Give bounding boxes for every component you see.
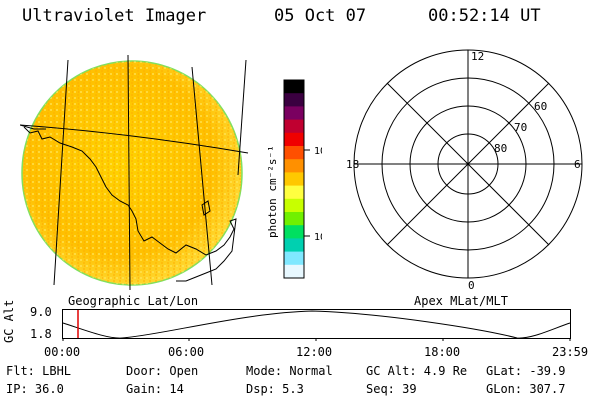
orbit-xtick-0: 00:00 [44,345,81,359]
colorbar-segment [284,106,304,121]
colorbar-segment [284,251,304,266]
orbit-altitude-curve [62,310,571,339]
colorbar-segment [284,172,304,187]
orbit-xtick-2: 12:00 [296,345,333,359]
colorbar-segment [284,225,304,239]
colorbar-segment [284,132,304,147]
status-mode: Mode: Normal [246,364,333,378]
status-gc-alt: GC Alt: 4.9 Re [366,364,468,378]
geographic-caption: Geographic Lat/Lon [68,294,199,308]
status-seq: Seq: 39 [366,382,417,396]
status-door: Door: Open [126,364,199,378]
mlt-label-18: 18 [346,158,359,171]
apex-caption: Apex MLat/MLT [414,294,508,308]
polar-plot: 12 6 0 18 60 70 80 [346,49,583,292]
instrument-title: Ultraviolet Imager [22,6,207,26]
orbit-xtick-3: 18:00 [424,345,461,359]
colorbar-segment [284,198,304,213]
orbit-ylabel: GC Alt [2,299,16,343]
lat-lon-grid [20,55,249,290]
mlt-label-6: 6 [574,158,581,171]
mlt-label-0: 0 [468,279,475,292]
colorbar-segment [284,238,304,253]
colorbar-segment [284,119,304,134]
colorbar-unit-label: photon cm⁻²s⁻¹ [266,145,279,238]
orbit-xtick-4: 23:59 [552,345,589,359]
colorbar-segment [284,212,304,226]
time-label: 00:52:14 UT [428,6,541,26]
colorbar-tick-100: 100 [314,146,322,157]
colorbar-segment [284,80,304,94]
status-glon: GLon: 307.7 [486,382,566,396]
lat-label-70: 70 [514,121,527,134]
status-ip: IP: 36.0 [6,382,64,396]
geographic-image [20,55,249,290]
date-label: 05 Oct 07 [274,6,367,26]
colorbar-segment [284,146,304,160]
status-glat: GLat: -39.9 [486,364,566,378]
lat-label-60: 60 [534,100,547,113]
colorbar-segment [284,185,304,200]
status-gain: Gain: 14 [126,382,184,396]
orbit-ytick-high: 9.0 [30,305,52,319]
mlt-label-12: 12 [471,50,484,63]
colorbar-segment [284,93,304,107]
colorbar-tick-10: 10 [314,232,322,243]
status-filter: Flt: LBHL [6,364,72,378]
status-dsp: Dsp: 5.3 [246,382,304,396]
coastline [23,126,237,282]
orbit-plot [62,309,571,341]
colorbar-segment [284,159,304,173]
colorbar: 100 10 photon cm⁻²s⁻¹ [266,79,322,279]
lat-label-80: 80 [494,142,507,155]
orbit-ytick-low: 1.8 [30,327,52,341]
colorbar-segment [284,264,304,279]
orbit-xtick-1: 06:00 [168,345,205,359]
